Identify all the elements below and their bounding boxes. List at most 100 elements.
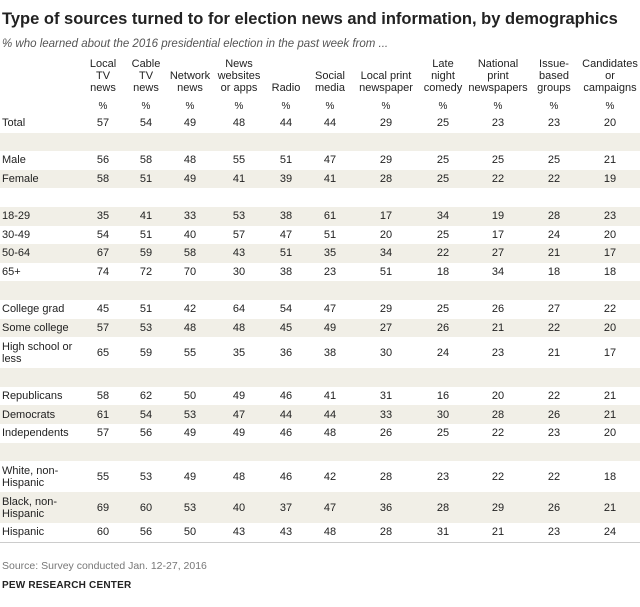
row-label: Hispanic <box>2 526 45 539</box>
cell: 58 <box>82 169 124 189</box>
cell: 46 <box>279 427 293 440</box>
row-label: Democrats <box>0 405 82 424</box>
row: Independents 57 56 49 49 46 48 26 25 22 23 20 <box>0 424 640 443</box>
cell: 28 <box>354 169 418 189</box>
cell: 54 <box>124 405 168 424</box>
cell: 25 <box>436 303 450 316</box>
cell: 41 <box>212 169 266 189</box>
row: Some college 57 53 48 48 45 49 27 26 21 22 20 <box>0 318 640 338</box>
spacer <box>0 368 640 387</box>
spacer <box>0 188 640 207</box>
cell: 20 <box>603 427 617 440</box>
column-header: Local TV news <box>89 58 117 94</box>
row-label: 30-49 <box>2 228 31 241</box>
cell: 34 <box>354 244 418 263</box>
cell: 50 <box>183 390 197 403</box>
cell: 49 <box>183 117 197 130</box>
cell: 28 <box>379 470 393 483</box>
cell: 26 <box>491 303 505 316</box>
cell: 21 <box>603 154 617 167</box>
cell: 51 <box>379 266 393 279</box>
cell: 54 <box>96 228 110 241</box>
row <box>0 442 640 462</box>
cell: 70 <box>183 266 197 279</box>
cell: 54 <box>139 117 153 130</box>
cell: 49 <box>232 427 246 440</box>
corner <box>0 58 82 98</box>
cell: 56 <box>139 526 153 539</box>
cell: 44 <box>323 117 337 130</box>
cell: 23 <box>491 346 505 359</box>
cell: 53 <box>168 492 212 524</box>
cell: 21 <box>547 346 561 359</box>
cell: 35 <box>82 206 124 226</box>
unit: % <box>234 100 244 112</box>
cell: 53 <box>139 470 153 483</box>
cell: 33 <box>354 405 418 424</box>
cell: 21 <box>580 405 640 424</box>
cell: 27 <box>468 244 528 263</box>
cell: 24 <box>436 346 450 359</box>
cell: 23 <box>547 427 561 440</box>
unit: % <box>438 100 448 112</box>
cell: 22 <box>547 390 561 403</box>
column-header: Network news <box>169 70 211 94</box>
title: Type of sources turned to for election n… <box>2 10 618 28</box>
cell: 23 <box>436 470 450 483</box>
row: 50-64 67 59 58 43 51 35 34 22 27 21 17 <box>0 244 640 263</box>
cell: 35 <box>306 244 354 263</box>
cell: 49 <box>183 470 197 483</box>
cell: 18 <box>603 266 617 279</box>
cell: 23 <box>323 266 337 279</box>
row-label: College grad <box>2 303 65 316</box>
cell: 47 <box>323 154 337 167</box>
cell: 43 <box>279 526 293 539</box>
cell: 20 <box>491 390 505 403</box>
cell: 35 <box>232 346 246 359</box>
row: 65+ 74 72 70 30 38 23 51 18 34 18 18 <box>0 263 640 282</box>
cell: 18 <box>436 266 450 279</box>
cell: 29 <box>468 492 528 524</box>
cell: 25 <box>418 169 468 189</box>
cell: 27 <box>547 303 561 316</box>
cell: 24 <box>603 526 617 539</box>
cell: 25 <box>547 154 561 167</box>
cell: 45 <box>96 303 110 316</box>
cell: 53 <box>124 318 168 338</box>
row-label: 65+ <box>2 266 21 279</box>
cell: 47 <box>279 228 293 241</box>
cell: 44 <box>306 405 354 424</box>
cell: 44 <box>279 117 293 130</box>
cell: 22 <box>528 318 580 338</box>
row: White, non- Hispanic 55 53 49 48 46 42 28 23 22 22… <box>0 461 640 492</box>
unit: % <box>141 100 151 112</box>
cell: 22 <box>491 427 505 440</box>
row-label: Republicans <box>2 390 63 403</box>
cell: 28 <box>528 206 580 226</box>
cell: 28 <box>418 492 468 524</box>
row-label: Black, non- Hispanic <box>0 492 82 524</box>
cell: 51 <box>323 228 337 241</box>
cell: 51 <box>139 228 153 241</box>
cell: 31 <box>379 390 393 403</box>
cell: 60 <box>124 492 168 524</box>
cell: 30 <box>418 405 468 424</box>
column-header: National print newspapers <box>468 58 528 94</box>
cell: 38 <box>323 346 337 359</box>
cell: 18 <box>603 470 617 483</box>
cell: 64 <box>232 303 246 316</box>
cell: 41 <box>124 206 168 226</box>
cell: 43 <box>212 244 266 263</box>
cell: 20 <box>603 228 617 241</box>
cell: 34 <box>491 266 505 279</box>
cell: 20 <box>580 318 640 338</box>
cell: 37 <box>266 492 306 524</box>
cell: 48 <box>323 526 337 539</box>
cell: 28 <box>379 526 393 539</box>
cell: 21 <box>580 492 640 524</box>
cell: 21 <box>468 318 528 338</box>
row: Total 57 54 49 48 44 44 29 25 23 23 20 <box>0 114 640 133</box>
cell: 49 <box>306 318 354 338</box>
cell: 51 <box>124 169 168 189</box>
unit: % <box>381 100 391 112</box>
